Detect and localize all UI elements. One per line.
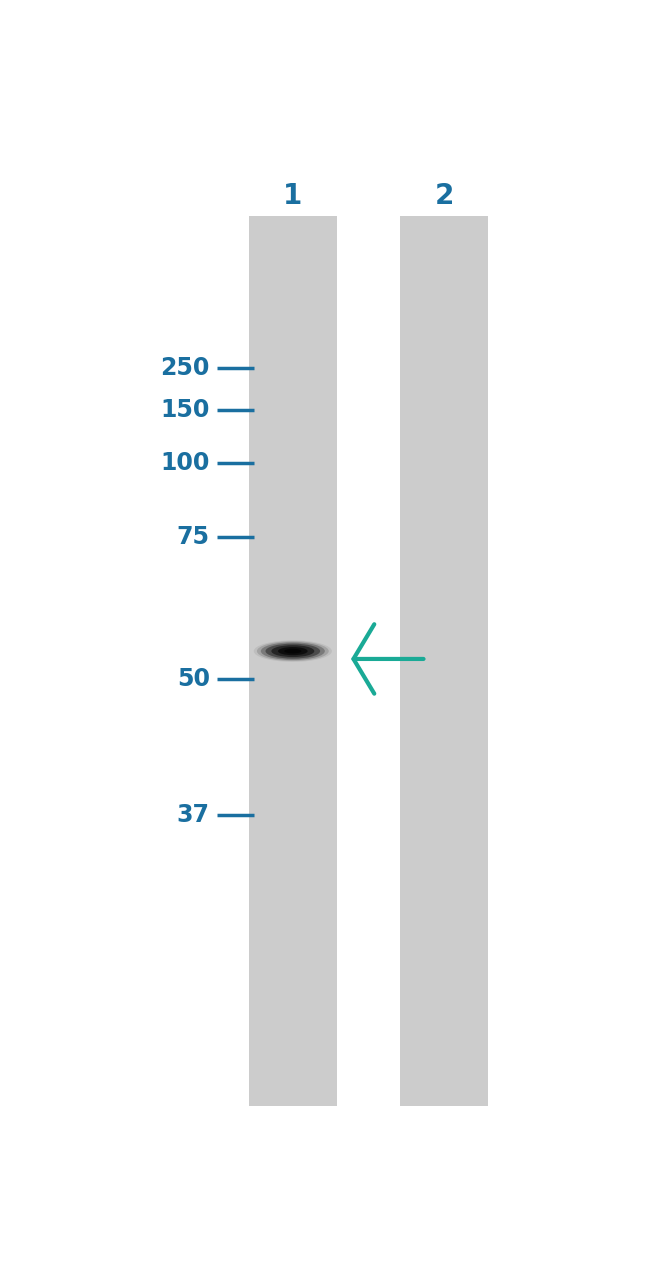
Text: 37: 37 xyxy=(177,804,210,828)
Ellipse shape xyxy=(261,643,325,660)
Ellipse shape xyxy=(265,644,320,659)
Ellipse shape xyxy=(284,649,302,654)
Bar xyxy=(249,216,337,1106)
Ellipse shape xyxy=(271,645,315,657)
Text: 50: 50 xyxy=(177,667,210,691)
Ellipse shape xyxy=(278,646,307,655)
Text: 2: 2 xyxy=(434,183,454,211)
Ellipse shape xyxy=(257,641,329,660)
Bar xyxy=(400,216,488,1106)
Text: 1: 1 xyxy=(283,183,302,211)
Text: 100: 100 xyxy=(161,451,210,475)
Text: 150: 150 xyxy=(161,398,210,422)
Ellipse shape xyxy=(254,640,332,662)
Text: 250: 250 xyxy=(161,356,210,380)
Text: 75: 75 xyxy=(177,525,210,549)
